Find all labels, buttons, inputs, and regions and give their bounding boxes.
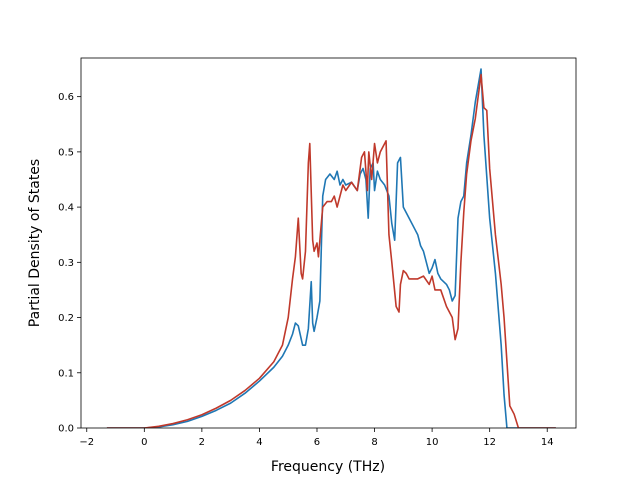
x-axis-label: Frequency (THz)	[271, 459, 385, 475]
y-tick-label: 0.3	[58, 258, 74, 269]
x-tick-label: 6	[314, 437, 320, 448]
y-tick-label: 0.6	[58, 92, 74, 103]
x-tick-label: 0	[141, 437, 147, 448]
x-tick-label: 10	[426, 437, 439, 448]
x-tick-label: 8	[371, 437, 377, 448]
x-tick-label: 2	[199, 437, 205, 448]
series-layer	[106, 68, 556, 428]
axes-layer: −2 0 2 4 6 8 10 12 14 0.0 0.1 0.2 0.3 0.4 0.5 0.6	[58, 57, 577, 448]
y-tick-label: 0.0	[58, 424, 74, 435]
y-tick-label: 0.5	[58, 147, 74, 158]
y-axis-label: Partial Density of States	[27, 159, 43, 327]
x-tick-label: −2	[79, 437, 94, 448]
series-line-2	[106, 73, 556, 428]
series-line-1	[106, 68, 556, 428]
x-tick-label: 4	[256, 437, 262, 448]
plot-frame	[80, 57, 577, 429]
x-tick-label: 12	[483, 437, 496, 448]
y-tick-label: 0.4	[58, 203, 74, 214]
y-tick-label: 0.2	[58, 313, 74, 324]
y-tick-label: 0.1	[58, 368, 74, 379]
x-tick-label: 14	[541, 437, 554, 448]
